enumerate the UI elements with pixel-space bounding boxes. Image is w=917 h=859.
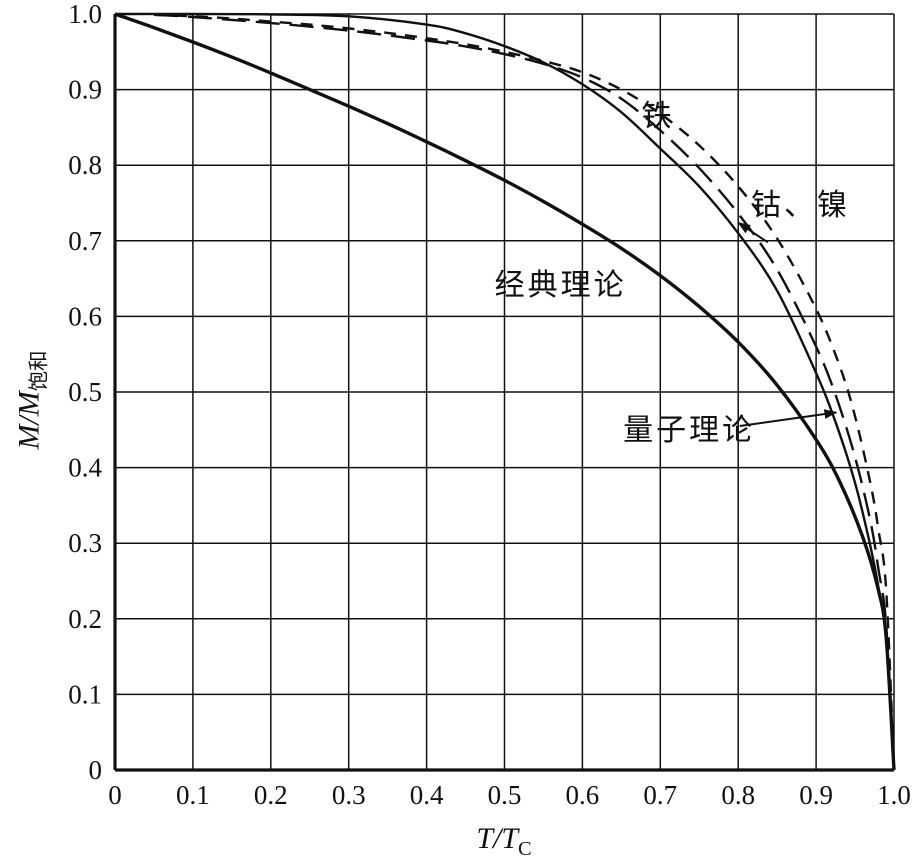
series-iron (153, 13, 896, 771)
x-tick-label: 0.4 (410, 780, 444, 810)
x-tick-label: 0.8 (721, 780, 755, 810)
y-tick-label: 0 (89, 755, 103, 785)
y-tick-label: 0.8 (68, 150, 102, 180)
annotation-iron: 铁 (641, 99, 675, 133)
series-cobalt-nickel (153, 13, 896, 771)
x-axis-title-main: T/T (476, 822, 519, 855)
annotation-quantum-theory: 量子理论 (623, 414, 756, 448)
y-axis-title-main: M/M (12, 391, 46, 450)
series-quantum-theory (114, 12, 896, 771)
y-tick-label: 1.0 (68, 0, 102, 29)
y-tick-label: 0.2 (68, 604, 102, 634)
y-tick-label: 0.1 (68, 679, 102, 709)
y-tick-label: 0.3 (68, 528, 102, 558)
x-tick-label: 0.3 (332, 780, 366, 810)
grid (113, 13, 895, 772)
annotation-arrow (739, 409, 838, 428)
y-tick-label: 0.7 (68, 226, 102, 256)
y-tick-label: 0.5 (68, 377, 102, 407)
annotation-cobalt-nickel: 钴、镍 (751, 189, 851, 223)
x-tick-label: 0.9 (799, 780, 833, 810)
x-axis-title: T/TC (476, 822, 531, 859)
y-tick-label: 0.6 (68, 301, 102, 331)
x-tick-label: 1.0 (877, 780, 911, 810)
x-tick-label: 0.2 (254, 780, 288, 810)
y-axis-title-sub: 饱和 (28, 350, 51, 392)
y-tick-label: 0.9 (68, 75, 102, 105)
y-axis-title: M/M饱和 (13, 350, 52, 449)
annotation-arrow (737, 221, 769, 244)
x-axis-title-sub: C (518, 838, 532, 859)
series-classical-theory (114, 12, 896, 771)
x-tick-label: 0.5 (488, 780, 522, 810)
x-tick-label: 0.7 (643, 780, 677, 810)
x-tick-label: 0.1 (176, 780, 210, 810)
x-tick-label: 0.6 (566, 780, 600, 810)
annotation-classical-theory: 经典理论 (494, 269, 627, 303)
tick-labels: 0 0.1 0.2 0.3 0.4 0.5 0.6 0.7 0.8 0.9 1.0 0 0.1 0.2 0.… (68, 0, 911, 810)
x-tick-label: 0 (108, 780, 122, 810)
y-tick-label: 0.4 (68, 453, 102, 483)
